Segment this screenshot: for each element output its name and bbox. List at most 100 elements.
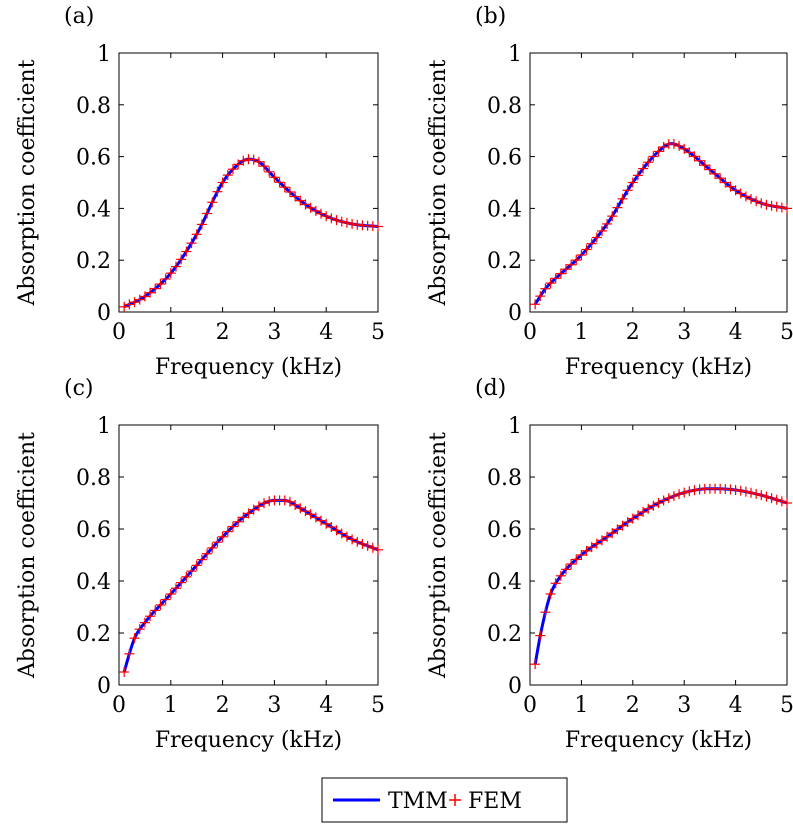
fem-point (751, 488, 762, 499)
fem-point (740, 486, 751, 497)
fem-point (684, 147, 695, 158)
fem-point (735, 188, 746, 199)
x-axis-label: Frequency (kHz) (155, 728, 342, 753)
y-tick-label: 0.4 (76, 570, 111, 595)
fem-point (170, 261, 181, 272)
y-tick-label: 0.2 (76, 622, 111, 647)
chart-panel-3: 0 1 2 3 4 5 0 0.2 0.4 0.6 0.8 1 Frequency (kHz) Absor… (15, 376, 385, 753)
fem-point (612, 524, 623, 535)
plot-frame (529, 52, 788, 313)
fem-point (145, 287, 156, 298)
fem-point (373, 544, 383, 555)
fem-point (658, 495, 669, 506)
fem-point (300, 199, 311, 210)
fem-point (581, 244, 592, 255)
fem-point (530, 299, 541, 310)
x-tick-label: 5 (371, 320, 385, 345)
fem-point (591, 538, 602, 549)
fem-point (581, 545, 592, 556)
fem-point (550, 273, 561, 284)
x-tick-label: 5 (371, 693, 385, 718)
y-tick-label: 0.6 (76, 518, 111, 543)
y-tick-label: 0.4 (487, 197, 522, 222)
fem-point (756, 198, 767, 209)
x-tick-label: 4 (729, 320, 743, 345)
fem-point (766, 493, 777, 504)
fem-point (248, 154, 259, 165)
fem-point (576, 550, 587, 560)
fem-point (269, 172, 280, 183)
fem-point (217, 177, 228, 188)
fem-point (212, 537, 223, 548)
x-axis-label: Frequency (kHz) (565, 728, 752, 753)
fem-point (782, 203, 792, 214)
fem-point (766, 200, 777, 211)
fem-point (591, 232, 602, 243)
y-axis-label: Absorption coefficient (426, 432, 451, 679)
fem-point (181, 571, 192, 582)
fem-point (290, 191, 301, 202)
fem-point (347, 534, 358, 545)
fem-point (617, 193, 628, 204)
y-tick-label: 0 (508, 674, 522, 699)
y-tick-label: 0.6 (76, 146, 111, 171)
fem-point (571, 255, 582, 266)
fem-point (290, 499, 301, 510)
fem-point (638, 506, 649, 517)
x-tick-label: 1 (164, 320, 178, 345)
fem-point (740, 191, 751, 202)
legend-swatch-fem (449, 794, 461, 806)
y-tick-label: 0.8 (487, 466, 522, 491)
fem-point (622, 517, 633, 528)
x-tick-label: 4 (319, 320, 333, 345)
series-line-tmm (533, 487, 788, 665)
fem-point (373, 221, 383, 232)
fem-point (560, 264, 571, 275)
fem-point (771, 201, 782, 212)
fem-point (274, 177, 285, 188)
fem-point (612, 202, 623, 213)
fem-point (341, 531, 352, 542)
fem-point (300, 506, 311, 517)
y-tick-label: 0.8 (487, 94, 522, 119)
fem-point (674, 489, 685, 500)
fem-point (284, 186, 295, 197)
x-tick-label: 1 (574, 693, 588, 718)
fem-point (181, 246, 192, 257)
fem-point (689, 151, 700, 162)
fem-point (170, 583, 181, 594)
legend-label-tmm: TMM (388, 789, 448, 814)
fem-point (336, 216, 347, 227)
fem-point (279, 495, 290, 506)
fem-point (761, 491, 772, 502)
fem-point (571, 554, 582, 565)
fem-point (243, 508, 254, 519)
fem-point (545, 589, 556, 599)
panel-label: (d) (475, 376, 506, 401)
x-tick-label: 3 (267, 693, 281, 718)
fem-point (362, 540, 373, 551)
fem-point (196, 554, 207, 565)
fem-point (139, 291, 150, 302)
fem-point (259, 161, 270, 172)
fem-point (155, 599, 166, 610)
fem-point (710, 168, 721, 179)
fem-point (596, 225, 607, 236)
y-tick-label: 0.8 (76, 94, 111, 119)
fem-point (596, 535, 607, 546)
fem-point (227, 164, 238, 175)
x-tick-label: 2 (626, 320, 640, 345)
fem-point (730, 485, 741, 495)
y-axis-label: Absorption coefficient (15, 59, 40, 306)
fem-point (638, 163, 649, 174)
fem-point (150, 605, 161, 616)
fem-point (341, 217, 352, 228)
x-tick-label: 2 (216, 320, 230, 345)
x-axis-label: Frequency (kHz) (155, 355, 342, 380)
y-tick-label: 1 (97, 414, 111, 439)
fem-point (632, 170, 643, 181)
fem-point (352, 536, 363, 547)
fem-point (586, 542, 597, 553)
